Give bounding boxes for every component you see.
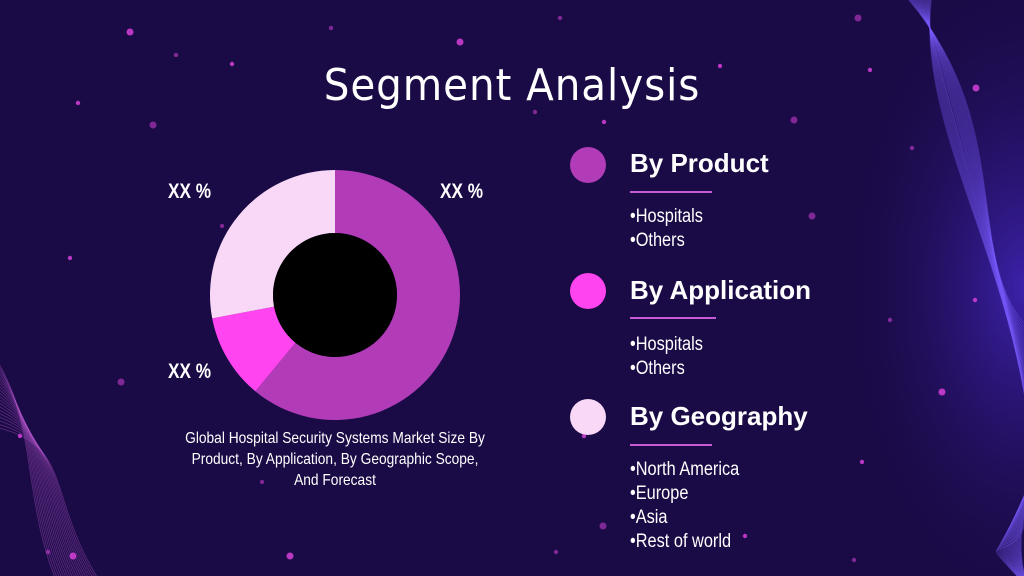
segment-title-geography: By Geography xyxy=(630,401,808,431)
segment-list-product: Hospitals Others xyxy=(630,205,703,253)
list-item: Asia xyxy=(630,506,739,530)
slice-label-1: XX % xyxy=(440,180,484,203)
segment-title-application: By Application xyxy=(630,275,812,305)
segment-underline xyxy=(630,444,712,446)
segment-title-product: By Product xyxy=(630,148,769,178)
product-dot-icon xyxy=(570,147,606,183)
list-item: North America xyxy=(630,458,740,482)
list-item: Rest of world xyxy=(630,530,739,554)
geography-dot-icon xyxy=(570,399,606,435)
segment-list-geography: North America Europe Asia Rest of world xyxy=(630,458,740,554)
chart-caption: Global Hospital Security Systems Market … xyxy=(185,430,485,489)
segment-list-application: Hospitals Others xyxy=(630,333,703,381)
donut-slice-1 xyxy=(255,170,461,420)
slice-label-2: XX % xyxy=(168,360,212,383)
segment-underline xyxy=(630,317,716,319)
application-dot-icon xyxy=(570,273,606,309)
list-item: Hospitals xyxy=(630,333,703,357)
list-item: Europe xyxy=(630,482,739,506)
page-title: Segment Analysis xyxy=(323,60,701,111)
list-item: Others xyxy=(630,229,703,253)
list-item: Hospitals xyxy=(630,205,703,229)
donut-chart xyxy=(210,170,461,420)
donut-slice-3 xyxy=(210,170,335,319)
list-item: Others xyxy=(630,357,703,381)
segment-underline xyxy=(630,191,712,193)
donut-slice-2 xyxy=(212,306,296,392)
donut-hole xyxy=(273,233,397,357)
slice-label-3: XX % xyxy=(168,180,212,203)
